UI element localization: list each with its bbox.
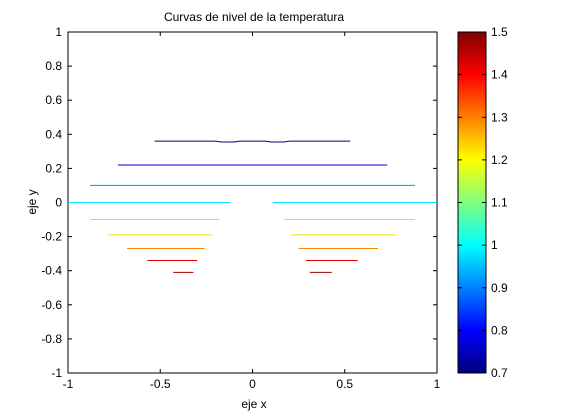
y-tick-label: -0.4 [41,264,62,278]
colorbar: 0.7 0.8 0.9 1 1.1 1.2 1.3 1.4 1.5 [457,25,508,380]
colorbar-tick-label: 1 [491,238,498,252]
x-tick-label: 1 [434,377,441,391]
x-axis-label: eje x [241,397,266,411]
y-tick-label: 0.4 [45,127,62,141]
y-tick-label: -0.2 [41,230,62,244]
y-tick-label: 0.8 [45,59,62,73]
y-tick-label: 0.2 [45,161,62,175]
chart-title: Curvas de nivel de la temperatura [164,10,344,24]
colorbar-tick-label: 0.9 [491,281,508,295]
y-tick-label: 0.6 [45,93,62,107]
y-tick-label: -1 [51,366,62,380]
plot-axes: -1 -0.5 0 0.5 1 -1 -0.8 -0.6 -0.4 -0.2 0 0.2 0.4 0.6 0… [41,25,440,391]
colorbar-tick-label: 1.4 [491,68,508,82]
y-tick-label: 1 [55,25,62,39]
x-tick-label: -0.5 [150,377,171,391]
y-axis-label: eje y [25,189,39,214]
x-tick-label: -1 [63,377,74,391]
colorbar-tick-label: 0.7 [491,366,508,380]
contour-lines [68,140,437,273]
colorbar-scale [457,31,487,374]
x-tick-label: 0.5 [336,377,353,391]
colorbar-tick-label: 1.5 [491,25,508,39]
colorbar-tick-label: 1.1 [491,196,508,210]
colorbar-tick-label: 1.2 [491,153,508,167]
x-tick-label: 0 [249,377,256,391]
y-tick-label: -0.6 [41,298,62,312]
colorbar-tick-label: 0.8 [491,323,508,337]
y-tick-label: -0.8 [41,332,62,346]
contour-line-0-0 [154,140,351,143]
colorbar-tick-label: 1.3 [491,110,508,124]
y-tick-label: 0 [55,196,62,210]
